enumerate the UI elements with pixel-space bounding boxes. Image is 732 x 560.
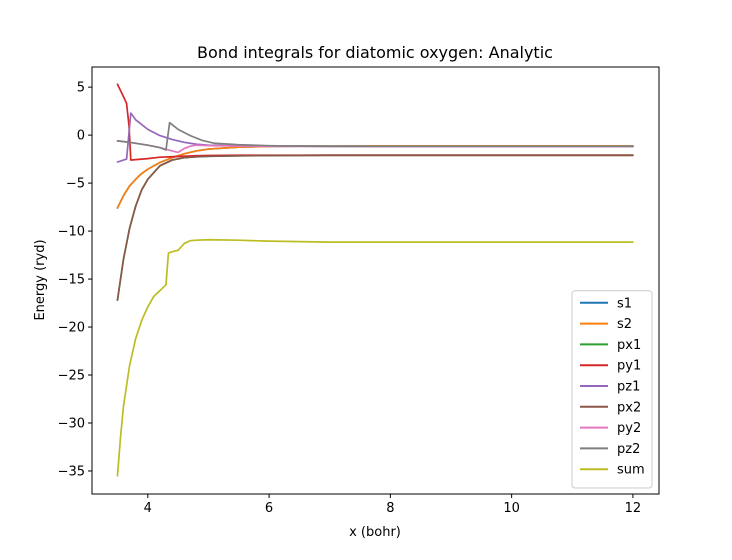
chart-title: Bond integrals for diatomic oxygen: Anal… (197, 43, 553, 62)
legend-label-px2: px2 (617, 400, 641, 415)
x-tick-label: 10 (503, 501, 520, 516)
x-axis-label: x (bohr) (349, 525, 401, 540)
legend-label-py1: py1 (617, 359, 641, 374)
series-line-sum (116, 238, 634, 477)
y-tick-label: −15 (58, 273, 85, 288)
y-tick-label: −5 (66, 177, 85, 192)
legend-label-sum: sum (617, 463, 645, 478)
legend-label-px1: px1 (617, 338, 641, 353)
plot-background (92, 67, 659, 494)
plot-frame (91, 66, 660, 495)
legend-label-s1: s1 (617, 296, 632, 311)
x-tick-label: 8 (386, 501, 394, 516)
x-tick-label: 6 (265, 501, 273, 516)
series-line-px2 (116, 154, 634, 302)
y-tick-label: 5 (77, 81, 85, 96)
legend-label-pz1: pz1 (617, 380, 640, 395)
y-axis: 5 0 −5 −10 −15 −20 −25 −30 −35 (58, 81, 92, 479)
legend-label-py2: py2 (617, 421, 641, 436)
y-axis-label: Energy (ryd) (33, 239, 48, 320)
x-tick-label: 12 (625, 501, 642, 516)
legend: s1 s2 px1 py1 pz1 px2 py2 pz2 sum (571, 290, 653, 489)
y-tick-label: −35 (58, 464, 85, 479)
x-axis: 4 6 8 10 12 (144, 494, 642, 516)
legend-frame (571, 290, 653, 489)
plot-area (91, 66, 660, 495)
x-tick-label: 4 (144, 501, 152, 516)
y-tick-label: −25 (58, 369, 85, 384)
y-tick-label: −20 (58, 321, 85, 336)
series-layer (116, 83, 634, 477)
y-tick-label: −10 (58, 225, 85, 240)
legend-label-pz2: pz2 (617, 442, 640, 457)
legend-label-s2: s2 (617, 317, 632, 332)
y-tick-label: 0 (77, 129, 85, 144)
series-line-pz2 (116, 121, 634, 151)
y-tick-label: −30 (58, 416, 85, 431)
